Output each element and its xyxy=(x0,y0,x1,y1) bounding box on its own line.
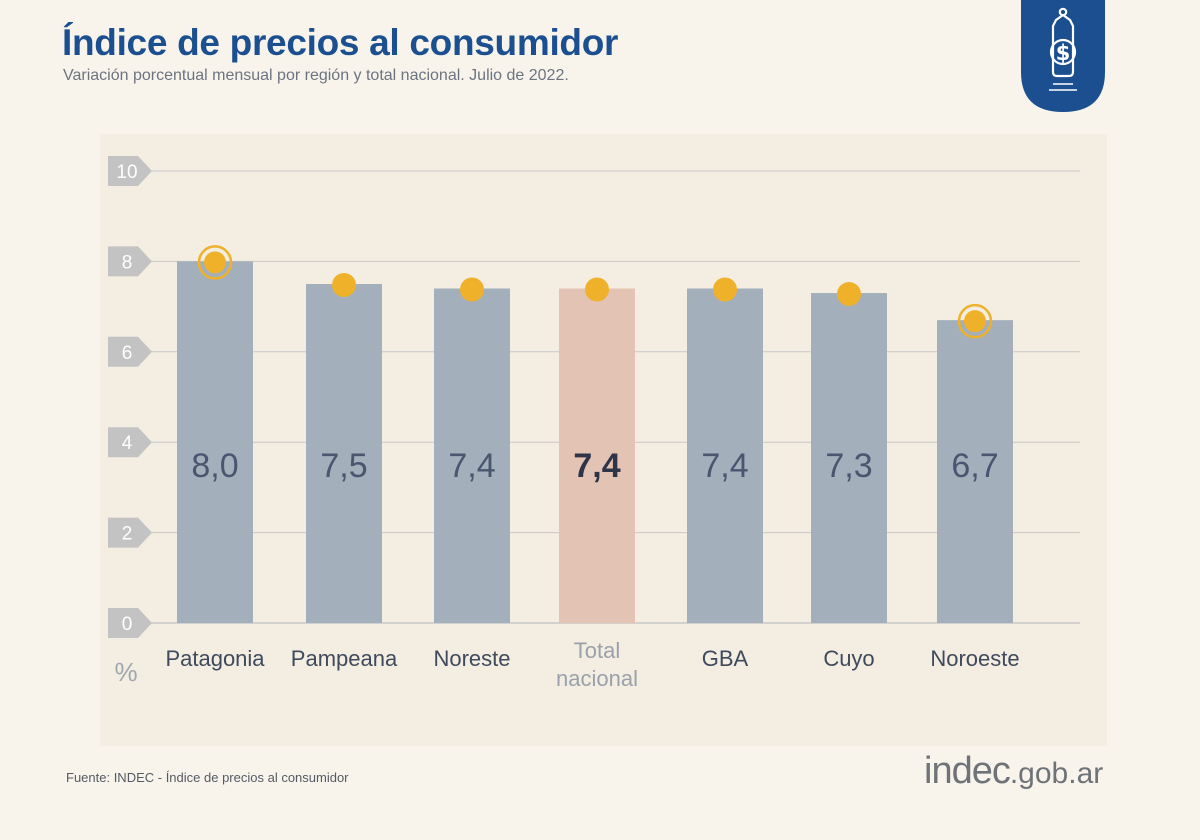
indec-logo[interactable]: indec.gob.ar xyxy=(924,750,1103,793)
y-tick-label-8: 8 xyxy=(122,252,133,273)
chart-title: Índice de precios al consumidor xyxy=(62,22,619,63)
y-tick-label-10: 10 xyxy=(116,162,137,183)
value-label-pampeana: 7,5 xyxy=(320,447,367,485)
y-tick-badge-6 xyxy=(108,336,152,367)
chart-subtitle: Variación porcentual mensual por región … xyxy=(63,67,569,84)
value-label-gba: 7,4 xyxy=(701,447,748,485)
value-label-noreste: 7,4 xyxy=(448,447,495,485)
y-axis-unit-label: % xyxy=(114,657,137,687)
y-tick-badge-10 xyxy=(108,156,152,186)
x-label-cuyo: Cuyo xyxy=(823,646,874,671)
bar-total-nacional xyxy=(559,288,635,623)
x-label-gba: GBA xyxy=(702,646,749,671)
bar-noreste xyxy=(434,288,510,623)
x-label-noroeste: Noroeste xyxy=(930,646,1019,671)
price-tag-badge: $ xyxy=(1019,0,1107,112)
source-note: Fuente: INDEC - Índice de precios al con… xyxy=(66,770,349,785)
value-label-total-nacional: 7,4 xyxy=(573,447,620,485)
value-markers xyxy=(197,245,993,339)
y-tick-label-4: 4 xyxy=(122,433,133,454)
logo-suffix: .gob.ar xyxy=(1009,757,1104,790)
y-tick-badge-2 xyxy=(108,517,152,548)
value-label-patagonia: 8,0 xyxy=(191,447,238,485)
marker-noreste xyxy=(460,277,484,302)
bar-patagonia xyxy=(177,261,253,623)
y-tick-badge-8 xyxy=(108,246,152,277)
x-axis-labels: Patagonia Pampeana Noreste Total nacional GBA… xyxy=(165,638,1019,691)
marker-gba xyxy=(713,277,737,302)
marker-ring-noroeste xyxy=(957,303,993,339)
x-label-pampeana: Pampeana xyxy=(291,646,398,671)
marker-ring-patagonia xyxy=(197,245,233,280)
y-tick-badge-4 xyxy=(108,427,152,458)
x-label-noreste: Noreste xyxy=(433,646,510,671)
logo-main: indec xyxy=(924,750,1011,792)
y-tick-badge-0 xyxy=(108,608,152,638)
badge-shape xyxy=(1021,0,1105,112)
bar-gba xyxy=(687,288,763,623)
x-label-patagonia: Patagonia xyxy=(165,646,265,671)
marker-cuyo xyxy=(837,282,861,307)
dollar-symbol: $ xyxy=(1056,41,1071,65)
value-label-cuyo: 7,3 xyxy=(825,447,872,485)
value-label-noroeste: 6,7 xyxy=(951,447,998,485)
value-labels: 8,0 7,5 7,4 7,4 7,4 7,3 6,7 xyxy=(191,447,998,485)
marker-total-nacional xyxy=(585,277,609,302)
y-tick-label-6: 6 xyxy=(122,343,133,364)
y-tick-label-0: 0 xyxy=(122,614,133,635)
price-tag-dollar-icon xyxy=(1049,7,1077,91)
marker-noroeste xyxy=(964,310,986,333)
bar-noroeste xyxy=(937,320,1013,623)
y-tick-label-2: 2 xyxy=(122,524,133,545)
bar-cuyo xyxy=(811,293,887,623)
y-axis-ticks: 0 2 4 6 8 10 xyxy=(108,156,152,638)
marker-pampeana xyxy=(332,273,356,297)
bar-pampeana xyxy=(306,284,382,623)
bars xyxy=(177,261,1013,623)
marker-patagonia xyxy=(204,251,226,274)
x-label-total-nacional: Total nacional xyxy=(556,638,638,691)
